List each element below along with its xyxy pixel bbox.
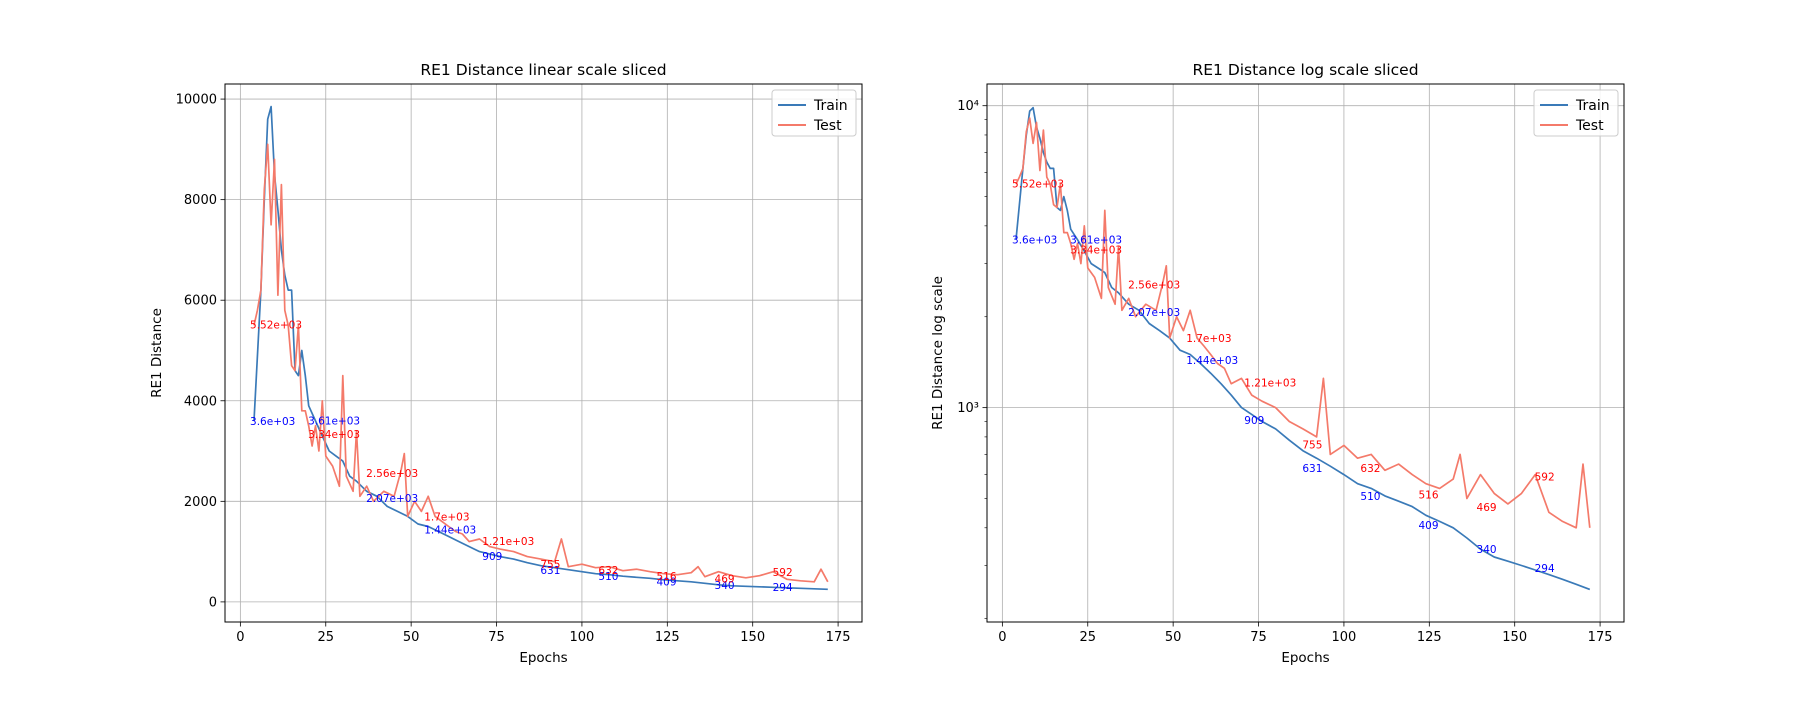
data-label-train: 631: [540, 565, 560, 577]
data-label-test: 516: [1418, 489, 1438, 501]
data-label-train: 510: [598, 571, 618, 583]
axes-frame: [224, 83, 863, 623]
data-label-train: 294: [1535, 563, 1555, 575]
y-tick-label: 0: [209, 595, 217, 610]
x-tick-label: 125: [655, 630, 680, 645]
data-label-test: 592: [773, 567, 793, 579]
y-tick-label: 6000: [184, 294, 217, 309]
y-tick-label: 4000: [184, 394, 217, 409]
data-label-test: 632: [1360, 463, 1380, 475]
data-label-test: 1.21e+03: [1244, 378, 1296, 390]
legend-label-test: Test: [813, 118, 842, 134]
series-line-test: [253, 143, 829, 583]
data-label-test: 1.7e+03: [424, 511, 469, 523]
data-label-train: 510: [1360, 491, 1380, 503]
x-tick-label: 75: [1250, 630, 1267, 645]
x-tick-label: 125: [1417, 630, 1442, 645]
data-label-test: 755: [540, 559, 560, 571]
x-tick-label: 175: [1588, 630, 1613, 645]
x-axis-label: Epochs: [1281, 650, 1329, 666]
y-tick-label: 10⁴: [957, 99, 979, 114]
data-label-train: 2.07e+03: [1128, 307, 1180, 319]
chart-1: 3.6e+03 3.61e+03 2.07e+03 1.44e+03 909 631 510…: [149, 61, 863, 666]
x-tick-label: 75: [488, 630, 505, 645]
data-label-test: 1.21e+03: [482, 536, 534, 548]
chart-2: 3.6e+03 3.61e+03 2.07e+03 1.44e+03 909 631 510…: [930, 61, 1625, 666]
data-label-train: 2.07e+03: [366, 493, 418, 505]
legend-label-test: Test: [1575, 118, 1604, 134]
data-label-train: 340: [1477, 544, 1497, 556]
data-label-test: 3.34e+03: [1070, 245, 1122, 257]
data-label-train: 909: [482, 551, 502, 563]
x-tick-label: 25: [1079, 630, 1096, 645]
data-label-train: 294: [773, 582, 793, 594]
x-tick-label: 25: [317, 630, 334, 645]
data-label-train: 409: [1418, 520, 1438, 532]
data-label-train: 631: [1302, 463, 1322, 475]
x-tick-label: 100: [570, 630, 595, 645]
x-tick-label: 100: [1332, 630, 1357, 645]
y-tick-label: 10³: [957, 401, 979, 416]
y-axis-label: RE1 Distance: [149, 308, 165, 398]
data-label-test: 469: [715, 573, 735, 585]
data-label-test: 1.7e+03: [1186, 333, 1231, 345]
data-label-test: 516: [656, 571, 676, 583]
data-label-train: 909: [1244, 415, 1264, 427]
y-tick-label: 10000: [176, 93, 217, 108]
x-tick-label: 175: [826, 630, 851, 645]
data-label-train: 1.44e+03: [1186, 355, 1238, 367]
x-tick-label: 150: [740, 630, 765, 645]
data-label-train: 3.6e+03: [1012, 235, 1057, 247]
data-label-train: 3.61e+03: [1070, 234, 1122, 246]
legend: Train Test: [771, 89, 857, 137]
legend-label-train: Train: [813, 98, 848, 114]
data-label-test: 755: [1302, 439, 1322, 451]
data-label-test: 2.56e+03: [1128, 279, 1180, 291]
x-axis-label: Epochs: [519, 650, 567, 666]
y-tick-label: 8000: [184, 193, 217, 208]
series-line-train: [253, 105, 828, 591]
axes-frame: [986, 83, 1625, 623]
series-line-test: [1015, 117, 1591, 529]
series-group: [1015, 106, 1591, 591]
x-tick-label: 0: [236, 630, 244, 645]
y-tick-label: 2000: [184, 495, 217, 510]
data-label-train: 3.61e+03: [308, 415, 360, 427]
x-tick-label: 0: [998, 630, 1006, 645]
data-label-test: 5.52e+03: [250, 319, 302, 331]
x-tick-label: 150: [1502, 630, 1527, 645]
legend: Train Test: [1533, 89, 1619, 137]
data-label-test: 5.52e+03: [1012, 179, 1064, 191]
data-label-train: 3.6e+03: [250, 416, 295, 428]
x-tick-label: 50: [1165, 630, 1182, 645]
data-label-test: 469: [1477, 502, 1497, 514]
series-group: [253, 105, 829, 591]
data-label-train: 409: [656, 576, 676, 588]
chart-title: RE1 Distance linear scale sliced: [420, 61, 666, 79]
series-line-train: [1015, 106, 1591, 591]
data-label-test: 592: [1535, 471, 1555, 483]
data-label-test: 632: [598, 565, 618, 577]
data-label-test: 2.56e+03: [366, 468, 418, 480]
data-label-train: 1.44e+03: [424, 524, 476, 536]
y-axis-label: RE1 Distance log scale: [930, 276, 946, 430]
data-label-test: 3.34e+03: [308, 429, 360, 441]
legend-label-train: Train: [1575, 98, 1610, 114]
x-tick-label: 50: [403, 630, 420, 645]
data-label-train: 340: [715, 580, 735, 592]
chart-title: RE1 Distance log scale sliced: [1192, 61, 1418, 79]
